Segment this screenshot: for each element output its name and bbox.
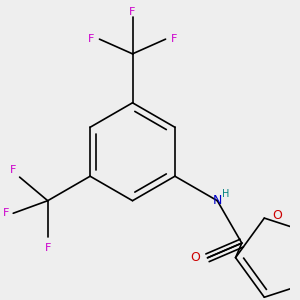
Text: O: O bbox=[272, 209, 282, 222]
Text: F: F bbox=[88, 34, 94, 44]
Text: F: F bbox=[3, 208, 10, 218]
Text: N: N bbox=[213, 194, 222, 207]
Text: F: F bbox=[171, 34, 177, 44]
Text: O: O bbox=[190, 251, 200, 264]
Text: H: H bbox=[222, 189, 230, 200]
Text: F: F bbox=[129, 7, 136, 17]
Text: F: F bbox=[44, 243, 51, 253]
Text: F: F bbox=[10, 165, 16, 176]
